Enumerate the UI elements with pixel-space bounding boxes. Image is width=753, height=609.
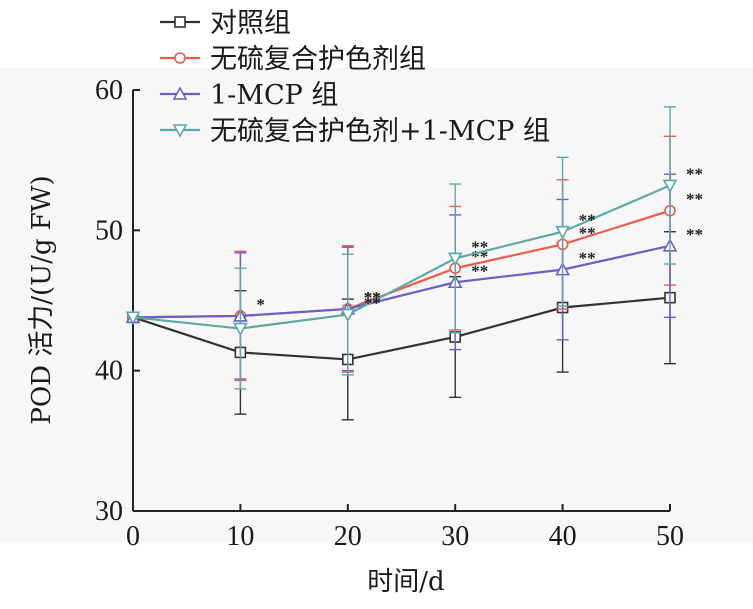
legend-marker [172, 86, 188, 100]
significance-label: ** [579, 249, 596, 268]
significance-label: ** [686, 190, 703, 209]
series-layer: * ************************ [125, 106, 703, 421]
series-line [132, 184, 671, 330]
y-tick-label: 50 [95, 215, 123, 246]
significance-label: ** [579, 211, 596, 230]
legend-item: 1-MCP 组 [160, 80, 338, 111]
significance-label: * [256, 295, 265, 314]
legend-item: 无硫复合护色剂组 [160, 44, 426, 75]
y-tick-label: 40 [95, 356, 123, 387]
x-tick-label: 0 [126, 521, 140, 552]
series-4: ******** [125, 106, 703, 390]
data-point [662, 179, 678, 194]
data-point [555, 225, 570, 240]
data-point [233, 322, 248, 337]
x-tick-label: 20 [334, 521, 362, 552]
data-point [125, 311, 141, 326]
y-axis-label: POD 活力/(U/g FW) [27, 175, 57, 424]
x-tick-label: 30 [441, 521, 469, 552]
legend-label: 1-MCP 组 [210, 80, 338, 111]
series-3: ******** [125, 173, 703, 380]
series-line [132, 244, 671, 319]
plot-background-band [0, 68, 753, 542]
significance-label: ** [364, 294, 381, 313]
data-point [447, 252, 463, 267]
x-tick-label: 50 [656, 521, 684, 552]
x-axis-label: 时间/d [367, 567, 444, 597]
significance-label: ** [471, 261, 488, 280]
legend-label: 无硫复合护色剂+1-MCP 组 [210, 116, 550, 147]
significance-label: ** [579, 223, 596, 242]
legend-marker [172, 124, 188, 138]
x-tick-label: 40 [549, 521, 577, 552]
data-point [340, 308, 356, 323]
legend-item: 无硫复合护色剂+1-MCP 组 [160, 116, 550, 147]
legend-item: 对照组 [160, 8, 291, 39]
legend-marker [174, 16, 186, 28]
axes: 30 40 50 60 0 10 20 30 40 50 [95, 75, 684, 552]
significance-label: ** [471, 237, 488, 256]
legend-label: 无硫复合护色剂组 [210, 44, 426, 75]
y-tick-label: 60 [95, 75, 123, 106]
series-line [132, 296, 671, 361]
significance-label: ** [364, 288, 381, 307]
legend-label: 对照组 [210, 8, 291, 39]
legend-marker [174, 52, 186, 64]
x-tick-label: 10 [226, 521, 254, 552]
y-tick-label: 30 [95, 496, 123, 527]
significance-label: ** [686, 225, 703, 244]
significance-label: ** [686, 164, 703, 183]
